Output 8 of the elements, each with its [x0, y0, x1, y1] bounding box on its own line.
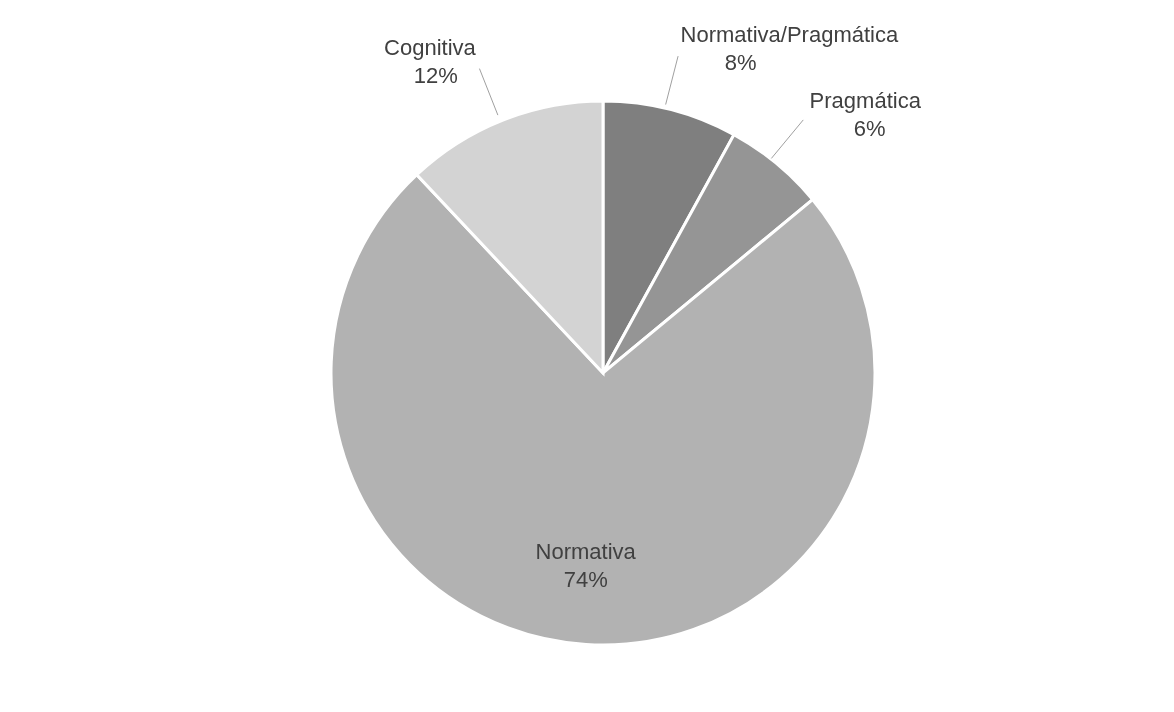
data-label: 12%: [413, 63, 458, 89]
slice-label: Normativa/Pragmática: [680, 22, 899, 48]
slice-label: Normativa: [535, 539, 637, 565]
data-label: 8%: [724, 50, 757, 76]
data-label: 74%: [563, 567, 608, 593]
slice-label: Cognitiva: [384, 35, 477, 61]
data-label: 6%: [853, 116, 886, 142]
slice-label: Pragmática: [809, 88, 922, 114]
